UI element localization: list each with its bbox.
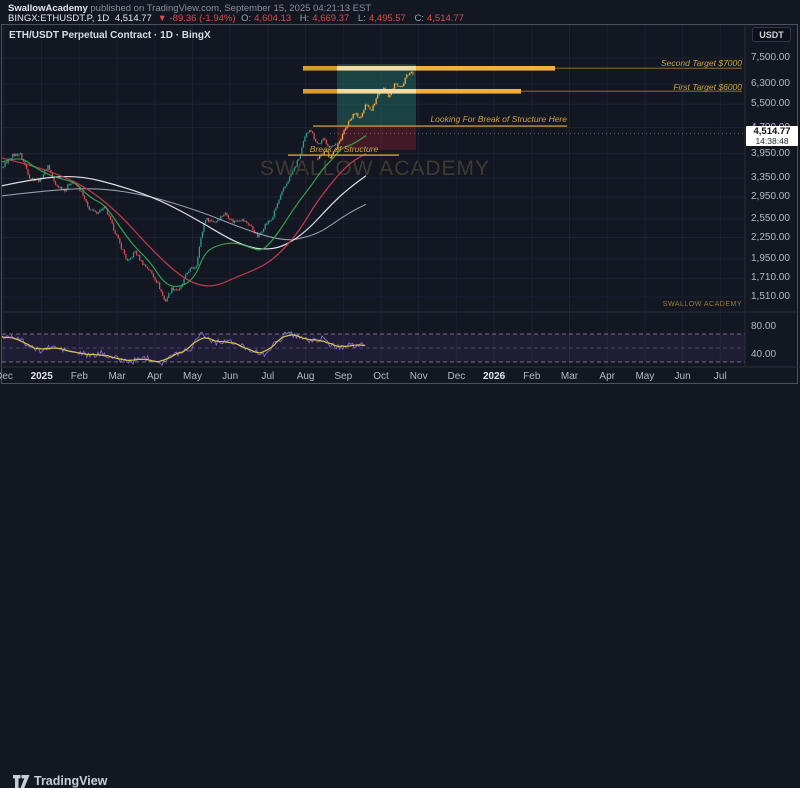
time-tick-label: Mar [108,371,126,382]
symbol-status-row: BINGX:ETHUSDT.P, 1D 4,514.77 ▼ -89.36 (-… [8,13,470,24]
last-price-label[interactable]: 4,514.77 14:38:48 [746,126,798,146]
time-tick-label: 2026 [482,371,506,382]
time-tick-label: May [183,371,202,382]
time-tick-label: Mar [560,371,579,382]
pane-separators [0,25,800,368]
time-tick-label: Sep [334,371,353,382]
ohlc-low-label: L: [357,13,366,24]
price-tick-label: 5,500.00 [751,98,790,110]
watermark-small: SWALLOW ACADEMY [662,301,742,308]
time-tick-label: Jun [674,371,691,382]
bar-countdown: 14:38:48 [755,136,789,146]
time-tick-label: Apr [147,371,163,382]
ohlc-close-value: 4,514.77 [426,13,464,24]
annotation-bos-label[interactable]: Break of Structure [309,144,379,154]
grid-layer [2,25,745,367]
ma-gray-line [2,188,367,241]
time-tick-label: Dec [0,371,13,382]
ma-white-line [2,175,367,250]
price-tick-label: 2,550.00 [751,212,790,224]
time-tick-label: Jul [261,371,275,382]
time-tick-label: Oct [373,371,389,382]
time-tick-label: Feb [523,371,541,382]
symbol-ticker: BINGX:ETHUSDT.P, 1D [8,13,110,24]
candles-layer [2,129,337,302]
drawing-zones-layer [337,64,416,150]
price-tick-label: 2,950.00 [751,191,790,203]
tradingview-logo-icon[interactable] [13,775,30,788]
price-chart-canvas[interactable] [0,24,800,385]
price-tick-label: 1,710.00 [751,272,790,284]
last-price-text: 4,514.77 [753,126,791,137]
ohlc-open-value: 4,604.13 [254,13,292,24]
currency-toggle-button[interactable]: USDT [752,27,791,42]
indicator-tick-label: 80.00 [751,321,777,332]
price-tick-label: 3,350.00 [751,172,790,184]
price-tick-label: 1,510.00 [751,290,790,302]
ema-green-line [2,135,367,288]
time-tick-label: Jun [222,371,239,382]
time-tick-label: Nov [409,371,428,382]
drawing-annotations-layer [288,65,745,156]
ohlc-low-value: 4,495.57 [368,13,406,24]
time-tick-label: Dec [447,371,466,382]
time-tick-label: Jul [713,371,727,382]
price-tick-label: 7,500.00 [751,52,790,63]
last-price-value: 4,514.77 [114,13,152,24]
time-tick-label: Aug [296,371,315,382]
time-tick-label: May [635,371,655,382]
rsi-pane-layer [2,331,745,367]
ma-red-line [2,153,367,287]
price-tick-label: 3,950.00 [751,147,790,159]
annotation-first-target-label[interactable]: First Target $6000 [673,82,742,92]
price-change: ▼ -89.36 (-1.94%) [157,13,236,24]
ohlc-close-label: C: [414,13,424,24]
byline-text: published on TradingView.com, September … [87,3,372,14]
ohlc-open-label: O: [241,13,252,24]
indicator-tick-label: 40.00 [751,349,777,360]
author-name: SwallowAcademy [8,3,88,14]
ohlc-high-value: 4,669.37 [312,13,350,24]
ohlc-high-label: H: [299,13,310,24]
price-tick-label: 1,950.00 [751,252,790,264]
price-tick-label: 6,300.00 [751,77,790,89]
price-tick-label: 2,250.00 [751,231,790,243]
time-tick-label: Apr [599,371,615,382]
time-tick-label: Feb [70,371,88,382]
watermark-large: SWALLOW ACADEMY [259,157,491,180]
annotation-second-target-label[interactable]: Second Target $7000 [661,58,742,68]
tradingview-brand-text[interactable]: TradingView [34,774,108,788]
annotation-lfbos-label[interactable]: Looking For Break of Structure Here [430,114,567,124]
time-tick-label: 2025 [30,371,53,382]
chart-legend-title[interactable]: ETH/USDT Perpetual Contract · 1D · BingX [9,30,211,41]
byline: SwallowAcademy published on TradingView.… [8,3,371,14]
footer-bar: TradingView [0,385,800,788]
